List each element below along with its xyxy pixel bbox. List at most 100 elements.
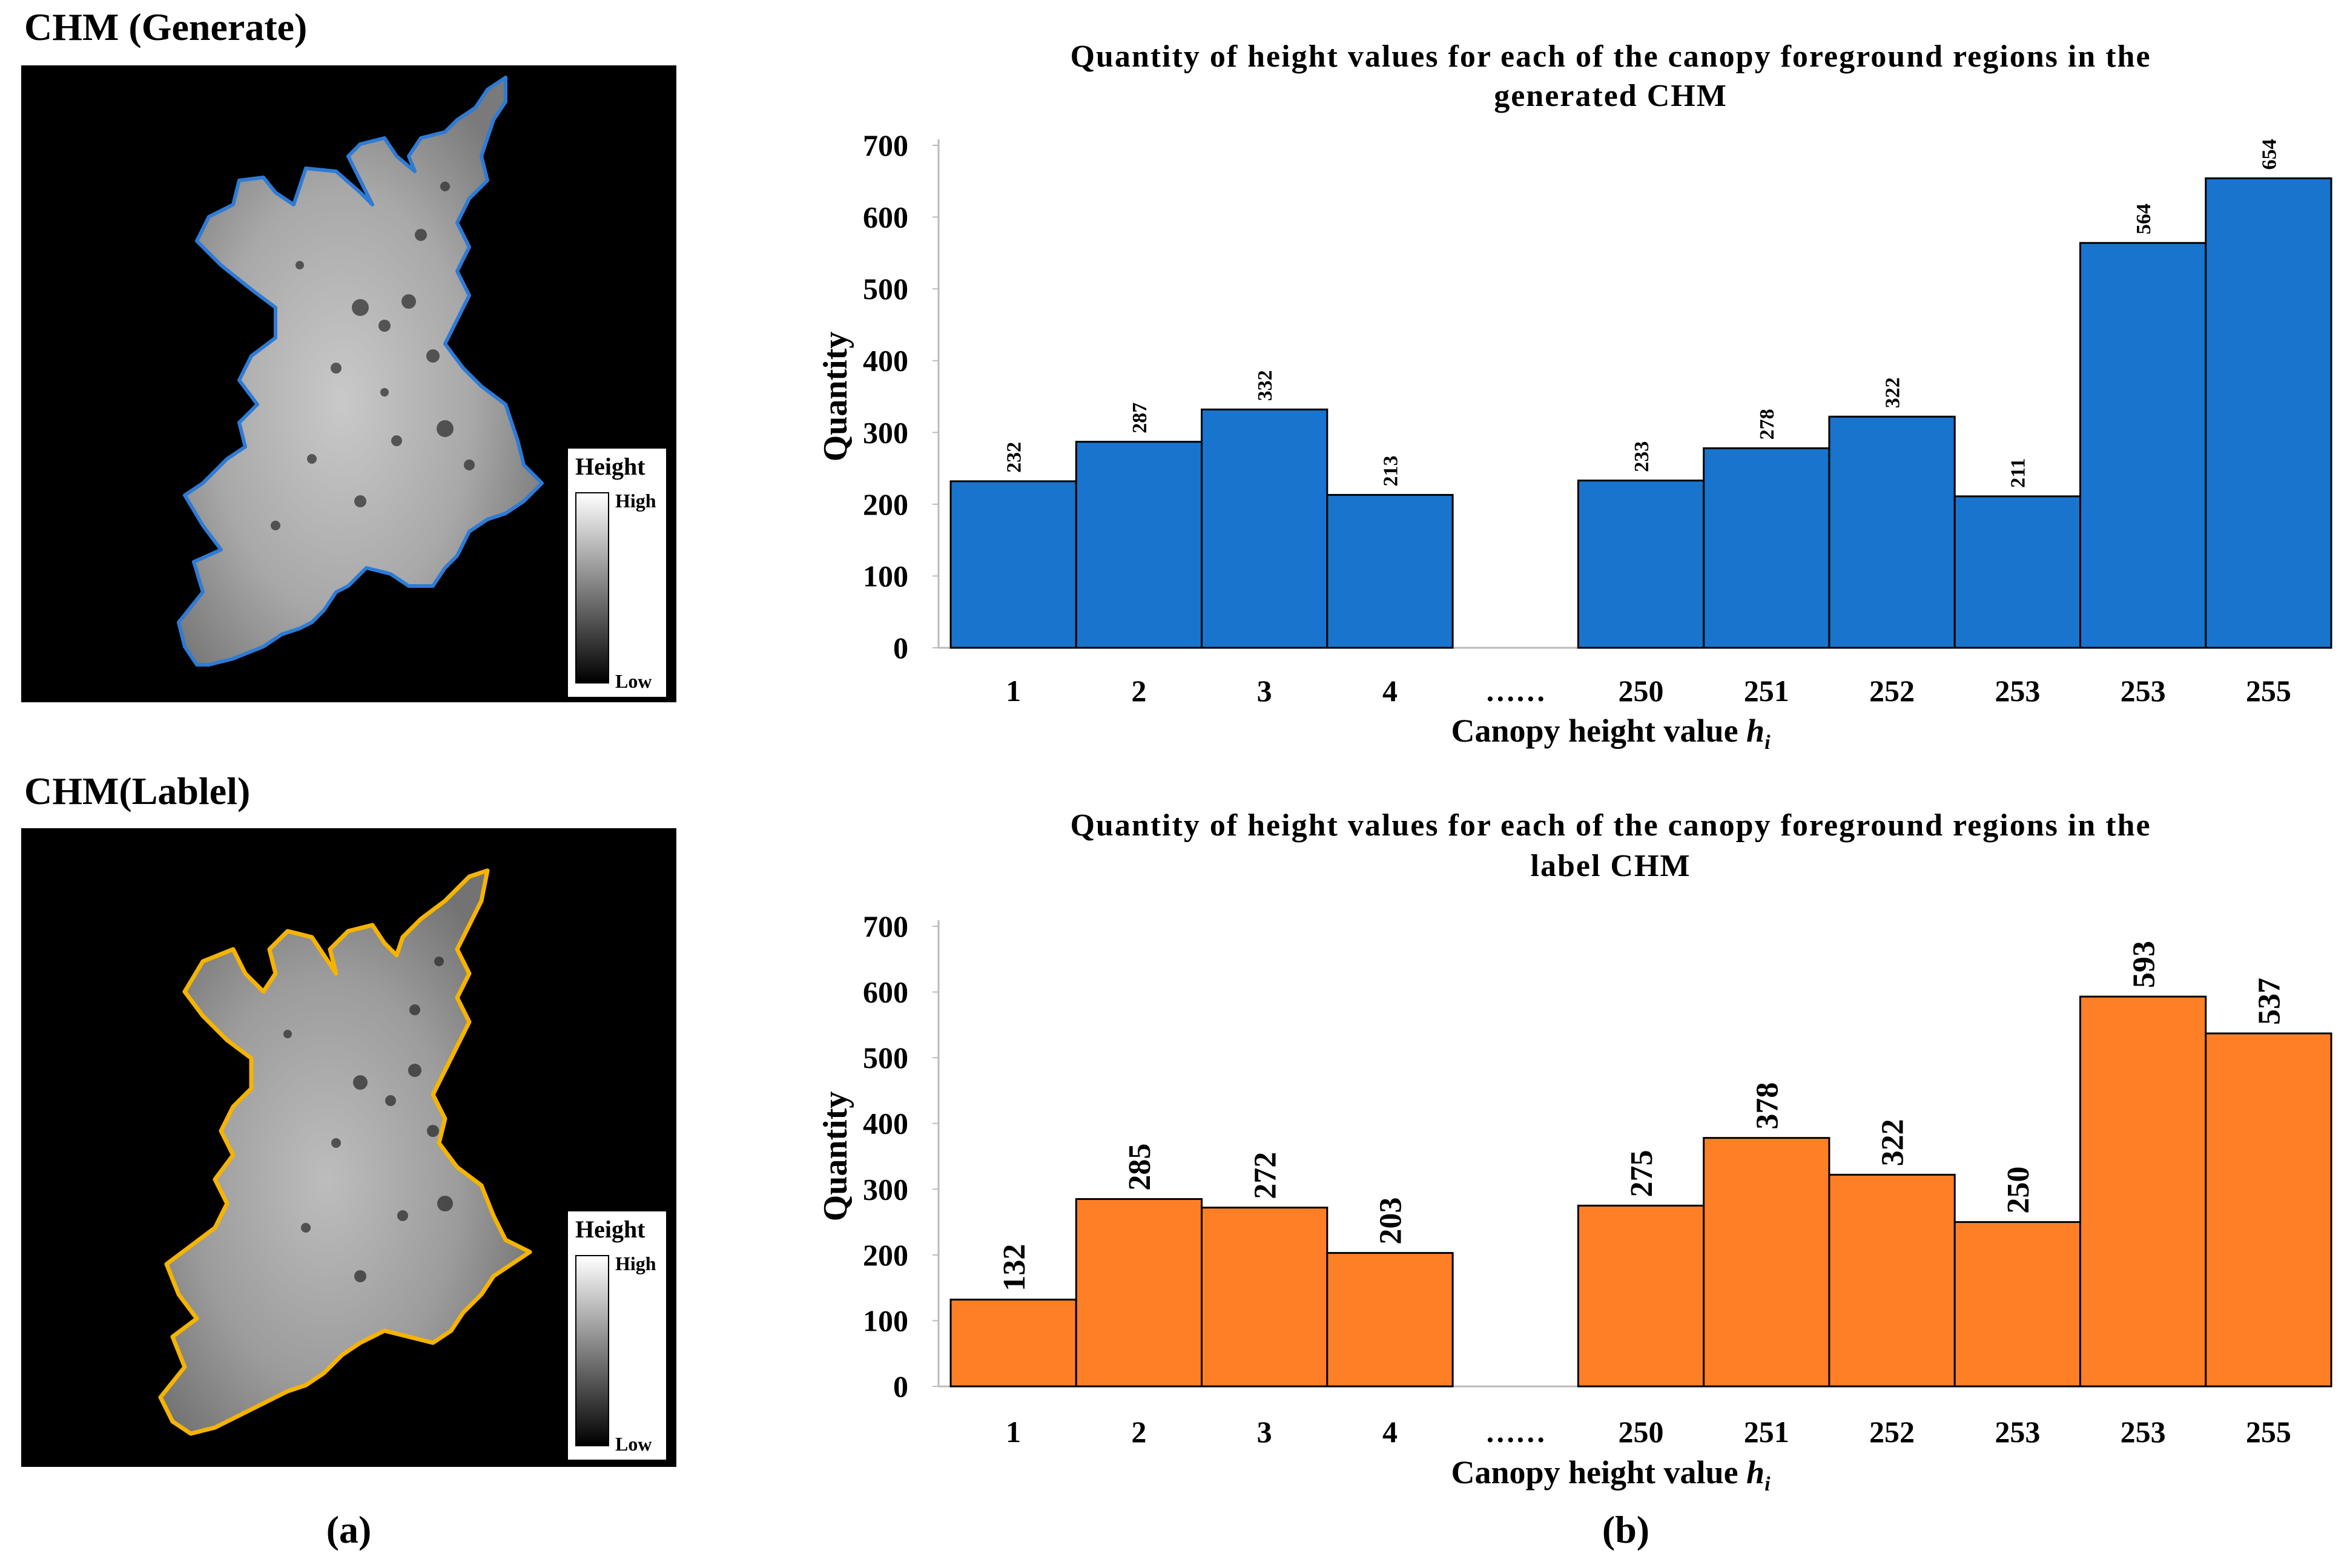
x-tick-label: ……: [1485, 1415, 1546, 1449]
bar: [2205, 177, 2332, 649]
data-label: 378: [1750, 1082, 1784, 1130]
chm-generated-canopy: [177, 76, 544, 667]
chart-generated: Quantity of height values for each of th…: [775, 24, 2343, 781]
panel-a-top-title: CHM (Generate): [24, 5, 308, 48]
chm-generated-image: Height High Low: [21, 65, 676, 702]
data-label: 322: [1881, 377, 1904, 408]
data-label: 250: [2001, 1167, 2036, 1214]
data-label: 132: [997, 1244, 1032, 1291]
y-axis-label: Quantity: [817, 1092, 854, 1222]
bar: [1703, 1137, 1830, 1388]
y-tick-label: 700: [863, 128, 908, 162]
x-tick-label: 252: [1869, 674, 1915, 708]
x-tick-label: 253: [2121, 674, 2166, 708]
bar: [1953, 495, 2081, 649]
y-tick-label: 200: [863, 487, 908, 521]
bar: [1326, 493, 1454, 649]
height-legend-top: Height High Low: [566, 447, 668, 699]
x-tick-label: ……: [1485, 674, 1546, 708]
data-label: 203: [1374, 1197, 1408, 1245]
bar: [1326, 1252, 1454, 1388]
x-tick-label: 255: [2246, 1415, 2291, 1449]
legend-title: Height: [575, 453, 645, 480]
legend-high: High: [615, 1253, 656, 1274]
x-tick-label: 253: [1995, 1415, 2040, 1449]
x-tick-label: 1: [1006, 1415, 1021, 1449]
bar: [1201, 1207, 1329, 1388]
x-tick-label: 253: [2121, 1415, 2166, 1449]
bar: [2079, 242, 2207, 649]
y-tick-label: 700: [863, 909, 908, 943]
data-label: 233: [1631, 441, 1653, 472]
x-tick-label: 2: [1131, 674, 1146, 708]
height-color-ramp: [575, 492, 609, 684]
bar: [1577, 1204, 1705, 1388]
data-label: 593: [2127, 941, 2161, 988]
data-label: 272: [1248, 1152, 1282, 1199]
data-label: 287: [1129, 403, 1151, 433]
legend-low: Low: [615, 670, 652, 692]
chm-label-canopy: [158, 868, 532, 1436]
x-axis-label: Canopy height value hi: [1451, 1454, 1771, 1495]
x-tick-label: 253: [1995, 674, 2040, 708]
y-tick-label: 300: [863, 415, 908, 449]
data-label: 654: [2258, 139, 2280, 170]
bar: [1201, 408, 1329, 649]
x-tick-label: 250: [1619, 1415, 1664, 1449]
legend-title: Height: [575, 1216, 645, 1243]
y-tick-label: 400: [863, 344, 908, 378]
data-label: 332: [1254, 370, 1276, 401]
chm-label-image: Height High Low: [21, 828, 676, 1467]
x-tick-label: 4: [1382, 1415, 1398, 1449]
x-axis-label: Canopy height value hi: [1451, 713, 1771, 754]
bar: [1577, 479, 1705, 649]
bar: [949, 1299, 1077, 1388]
chart-generated-svg: Quantity of height values for each of th…: [817, 39, 2332, 754]
caption-b: (b): [1602, 1508, 1650, 1551]
y-tick-label: 0: [893, 1369, 908, 1403]
x-tick-label: 1: [1006, 674, 1021, 708]
data-label: 232: [1003, 442, 1026, 473]
legend-high: High: [615, 490, 656, 512]
y-tick-label: 100: [863, 1303, 908, 1337]
x-tick-label: 255: [2246, 674, 2291, 708]
x-tick-label: 252: [1869, 1415, 1915, 1449]
bar: [1828, 415, 1956, 649]
bar: [1953, 1221, 2081, 1388]
panel-a-bottom-title: CHM(Lablel): [24, 769, 251, 812]
x-tick-label: 251: [1744, 674, 1789, 708]
caption-a: (a): [326, 1508, 372, 1551]
x-tick-label: 251: [1744, 1415, 1789, 1449]
chart-title-line: label CHM: [1531, 849, 1691, 883]
bar: [1828, 1173, 1956, 1388]
y-tick-label: 200: [863, 1238, 908, 1272]
bar: [1703, 447, 1830, 649]
data-label: 537: [2253, 978, 2287, 1025]
chart-label: Quantity of height values for each of th…: [775, 799, 2343, 1526]
chart-title-line: Quantity of height values for each of th…: [1070, 808, 2151, 843]
legend-low: Low: [615, 1433, 652, 1455]
chart-title-line: generated CHM: [1494, 79, 1728, 113]
x-tick-label: 2: [1131, 1415, 1146, 1449]
data-label: 211: [2007, 458, 2030, 488]
bar: [949, 480, 1077, 649]
x-tick-label: 3: [1257, 674, 1272, 708]
height-color-ramp: [575, 1255, 609, 1446]
y-tick-label: 500: [863, 1041, 908, 1075]
data-label: 285: [1123, 1144, 1157, 1191]
data-label: 564: [2133, 203, 2155, 234]
data-label: 322: [1876, 1119, 1910, 1166]
data-label: 275: [1625, 1150, 1659, 1197]
x-tick-label: 3: [1257, 1415, 1272, 1449]
y-tick-label: 600: [863, 975, 908, 1009]
y-tick-label: 0: [893, 631, 908, 665]
x-tick-label: 250: [1619, 674, 1664, 708]
bar: [2079, 995, 2207, 1388]
chart-title-line: Quantity of height values for each of th…: [1070, 39, 2151, 74]
height-legend-bottom: Height High Low: [566, 1210, 668, 1461]
x-tick-label: 4: [1382, 674, 1398, 708]
y-tick-label: 600: [863, 200, 908, 234]
bar: [1075, 1198, 1203, 1388]
data-label: 213: [1379, 455, 1402, 486]
y-tick-label: 500: [863, 272, 908, 306]
